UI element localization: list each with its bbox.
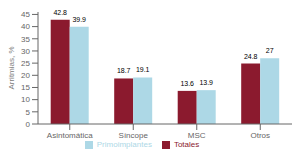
svg-text:27: 27 <box>266 47 274 54</box>
svg-text:0: 0 <box>26 120 31 129</box>
svg-text:35: 35 <box>21 35 30 44</box>
svg-text:25: 25 <box>21 59 30 68</box>
svg-text:13.9: 13.9 <box>199 79 213 86</box>
svg-text:39.9: 39.9 <box>72 16 86 23</box>
svg-text:Otros: Otros <box>250 131 270 140</box>
svg-text:42.8: 42.8 <box>53 9 67 16</box>
svg-text:Arritmias, %: Arritmias, % <box>8 46 16 89</box>
html-text:Primoimplantes: Primoimplantes <box>96 140 152 149</box>
html-text:Totales: Totales <box>173 140 200 149</box>
svg-text:40: 40 <box>21 22 30 31</box>
svg-text:19.1: 19.1 <box>136 66 150 73</box>
svg-text:15: 15 <box>21 83 30 92</box>
svg-text:MSC: MSC <box>188 131 206 140</box>
svg-text:Síncope: Síncope <box>119 131 149 140</box>
svg-text:24.8: 24.8 <box>244 53 258 60</box>
svg-text:5: 5 <box>26 108 31 117</box>
svg-text:45: 45 <box>21 10 30 19</box>
svg-text:30: 30 <box>21 47 30 56</box>
svg-text:Asintomática: Asintomática <box>47 131 93 140</box>
svg-text:13.6: 13.6 <box>180 80 194 87</box>
svg-text:18.7: 18.7 <box>117 67 131 74</box>
svg-text:20: 20 <box>21 71 30 80</box>
svg-text:10: 10 <box>21 95 30 104</box>
